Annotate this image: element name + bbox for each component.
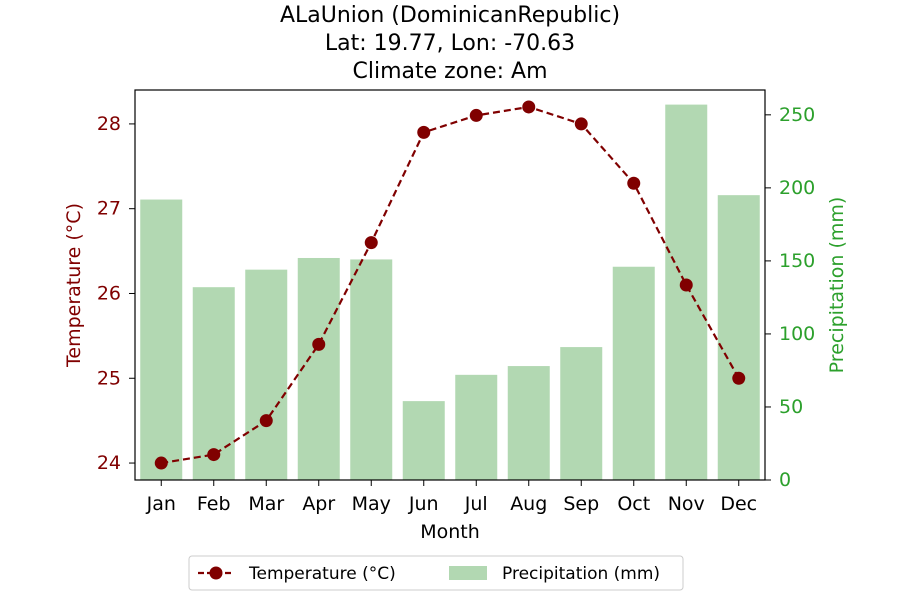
precipitation-bar-jan	[140, 199, 183, 480]
temperature-point-nov	[679, 278, 693, 292]
x-tick-label-aug: Aug	[510, 493, 547, 515]
title-line-3: Climate zone: Am	[352, 59, 547, 84]
temperature-point-jul	[469, 108, 483, 122]
temperature-point-feb	[207, 448, 221, 462]
y-right-tick-label: 200	[779, 177, 815, 199]
y-left-tick-label: 28	[97, 113, 121, 135]
title-line-1: ALaUnion (DominicanRepublic)	[280, 3, 620, 28]
legend: Temperature (°C) Precipitation (mm)	[188, 555, 684, 591]
x-tick-label-jan: Jan	[146, 493, 176, 515]
temperature-point-dec	[732, 371, 746, 385]
precipitation-bar-may	[350, 259, 393, 480]
y-right-tick-label: 150	[779, 250, 815, 272]
temperature-point-jun	[417, 125, 431, 139]
y-right-tick-label: 50	[779, 396, 803, 418]
temperature-line	[154, 100, 746, 470]
precipitation-bar-feb	[192, 287, 235, 480]
x-tick-label-jul: Jul	[464, 493, 488, 515]
legend-temperature-marker	[209, 566, 223, 580]
precipitation-bar-mar	[245, 269, 288, 480]
x-tick-label-nov: Nov	[668, 493, 705, 515]
x-tick-label-oct: Oct	[617, 493, 650, 515]
x-tick-label-jun: Jun	[408, 493, 439, 515]
y-axis-left: 24 25 26 27 28	[97, 113, 135, 474]
y-axis-left-label: Temperature (°C)	[63, 203, 85, 368]
temperature-point-may	[364, 236, 378, 250]
x-axis-label: Month	[420, 521, 480, 543]
y-axis-right: 0 50 100 150 200 250	[765, 104, 815, 491]
temperature-point-aug	[522, 100, 536, 114]
x-tick-label-mar: Mar	[248, 493, 284, 515]
y-left-tick-label: 27	[97, 198, 121, 220]
y-axis-right-label: Precipitation (mm)	[826, 197, 848, 374]
y-right-tick-label: 0	[779, 469, 791, 491]
precipitation-bar-oct	[612, 266, 655, 480]
chart-title: ALaUnion (DominicanRepublic) Lat: 19.77,…	[280, 3, 620, 84]
precipitation-bar-apr	[297, 257, 340, 480]
precipitation-bars	[140, 104, 760, 481]
temperature-point-jan	[154, 456, 168, 470]
y-right-tick-label: 250	[779, 104, 815, 126]
temperature-point-apr	[312, 337, 326, 351]
precipitation-bar-aug	[507, 366, 550, 480]
legend-precipitation-swatch	[449, 566, 487, 580]
temperature-point-sep	[574, 117, 588, 131]
x-tick-label-dec: Dec	[720, 493, 757, 515]
title-line-2: Lat: 19.77, Lon: -70.63	[325, 31, 575, 56]
y-left-tick-label: 24	[97, 452, 121, 474]
temperature-point-oct	[627, 176, 641, 190]
x-tick-label-feb: Feb	[197, 493, 231, 515]
x-tick-label-apr: Apr	[302, 493, 335, 515]
y-right-tick-label: 100	[779, 323, 815, 345]
precipitation-bar-jun	[402, 401, 445, 480]
precipitation-bar-sep	[560, 347, 603, 480]
plot-frame	[134, 89, 766, 481]
y-left-tick-label: 25	[97, 367, 121, 389]
precipitation-bar-jul	[455, 374, 498, 480]
y-left-tick-label: 26	[97, 282, 121, 304]
temperature-point-mar	[259, 414, 273, 428]
x-tick-label-may: May	[352, 493, 391, 515]
precipitation-bar-nov	[665, 104, 708, 480]
temperature-series-line	[161, 105, 740, 465]
x-axis: Jan Feb Mar Apr May Jun Jul Aug Sep Oct Nov Dec	[146, 480, 757, 515]
legend-temperature-label: Temperature (°C)	[248, 564, 396, 584]
legend-box	[188, 555, 684, 591]
legend-precipitation-label: Precipitation (mm)	[502, 564, 660, 584]
precipitation-bar-dec	[717, 195, 760, 481]
x-tick-label-sep: Sep	[563, 493, 599, 515]
